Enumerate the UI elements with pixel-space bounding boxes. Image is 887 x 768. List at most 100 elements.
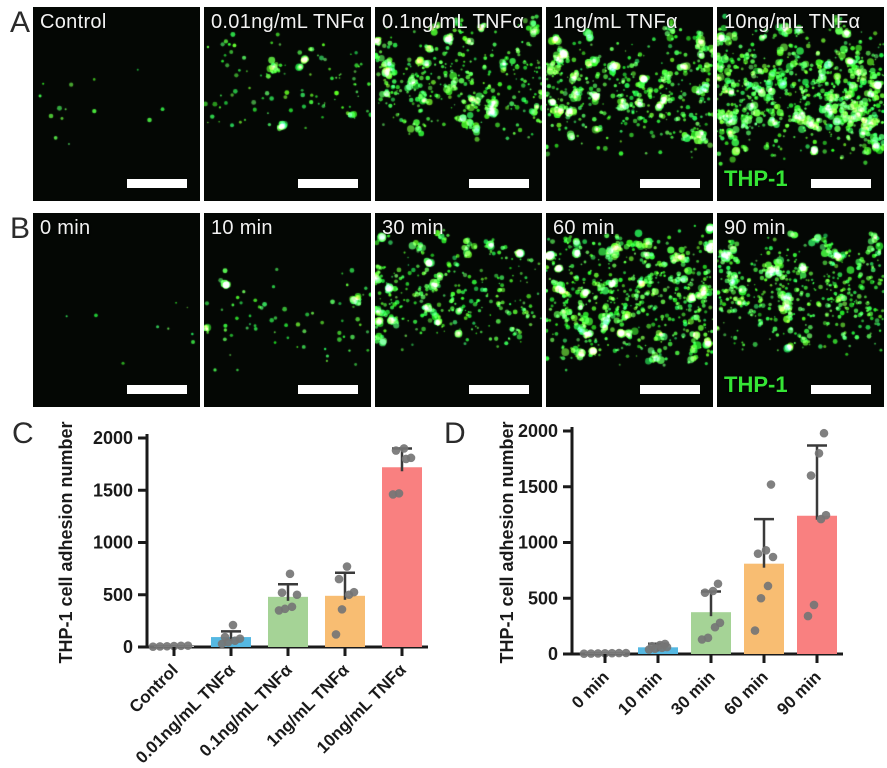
data-point: [586, 649, 596, 658]
micrograph-tile: 0.1ng/mL TNFα: [375, 7, 542, 201]
data-point: [814, 449, 824, 458]
fluorescence-image: [204, 7, 371, 201]
data-point: [280, 604, 290, 614]
micrograph-tile: 0.01ng/mL TNFα: [204, 7, 371, 201]
panel-c-letter: C: [12, 417, 34, 450]
data-point: [593, 649, 603, 658]
bar: [744, 563, 784, 654]
data-point: [176, 641, 186, 651]
fluorescence-image: [546, 213, 713, 407]
x-tick-label: 0 min: [568, 667, 613, 712]
panel-b-letter: B: [10, 212, 31, 245]
y-tick-label: 1000: [93, 533, 133, 553]
micrograph-label: 60 min: [553, 217, 615, 239]
data-point: [761, 546, 771, 555]
y-tick-label: 500: [103, 585, 133, 605]
data-point: [660, 639, 670, 649]
micrograph-label: 10 min: [211, 217, 273, 239]
micrograph-label: 10ng/mL TNFα: [724, 11, 861, 33]
micrograph-tile: 0 min: [33, 213, 200, 407]
data-point: [806, 471, 816, 480]
data-point: [763, 581, 773, 591]
x-tick-label: 60 min: [720, 667, 772, 719]
micrograph-tile: 10ng/mL TNFα THP-1: [717, 7, 884, 201]
data-point: [220, 632, 230, 642]
data-point: [342, 562, 352, 571]
data-point: [399, 444, 409, 453]
scale-bar: [298, 179, 358, 188]
y-tick-label: 500: [528, 588, 558, 608]
bar: [268, 596, 308, 647]
data-point: [169, 641, 179, 651]
micrograph-tile: 30 min: [375, 213, 542, 407]
data-point: [647, 641, 657, 651]
scale-bar: [640, 385, 700, 394]
bar: [382, 467, 422, 647]
fluorescence-image: [375, 7, 542, 201]
data-point: [162, 641, 172, 651]
data-point: [334, 574, 344, 584]
data-point: [183, 641, 193, 650]
data-point: [406, 453, 416, 463]
scale-bar: [811, 385, 871, 394]
micrograph-tile: 90 min THP-1: [717, 213, 884, 407]
data-point: [715, 618, 725, 628]
bar: [691, 612, 731, 654]
data-point: [235, 634, 245, 643]
data-point: [756, 593, 766, 603]
chart-c: 0 500 1000 1500 2000 THP-1 cell adhesion numb…: [56, 421, 428, 767]
fluorescence-image: [204, 213, 371, 407]
micrograph-label: Control: [40, 11, 107, 33]
data-point: [819, 428, 829, 438]
scale-bar: [640, 179, 700, 188]
data-point: [708, 586, 718, 596]
scale-bar: [298, 385, 358, 394]
data-point: [821, 510, 831, 520]
data-point: [148, 642, 158, 651]
fluorescence-image: [33, 7, 200, 201]
data-point: [277, 588, 287, 597]
x-tick-label: 0.01ng/mL TNFα: [132, 660, 239, 767]
x-tick-label: 90 min: [773, 667, 825, 719]
y-tick-label: 1000: [518, 533, 558, 553]
data-point: [700, 588, 710, 597]
data-point: [331, 630, 341, 639]
data-point: [155, 642, 165, 651]
data-point: [287, 602, 297, 612]
micrograph-tile: 10 min: [204, 213, 371, 407]
data-point: [766, 480, 776, 489]
data-point: [228, 620, 238, 630]
y-axis-title: THP-1 cell adhesion number: [56, 421, 76, 663]
bar-group: 60 min: [720, 480, 784, 719]
data-point: [753, 549, 763, 558]
micrograph-label: 0.1ng/mL TNFα: [382, 11, 525, 33]
data-point: [349, 587, 359, 597]
data-point: [600, 649, 610, 658]
micrograph-label: 30 min: [382, 217, 444, 239]
y-tick-label: 2000: [93, 428, 133, 448]
y-axis-title: THP-1 cell adhesion number: [497, 421, 517, 663]
y-tick-label: 0: [123, 637, 133, 657]
fluorescence-image: [717, 7, 884, 201]
thp1-label: THP-1: [724, 166, 788, 191]
fluorescence-image: [546, 7, 713, 201]
scale-bar: [469, 179, 529, 188]
y-tick-label: 1500: [93, 480, 133, 500]
scale-bar: [127, 179, 187, 188]
bar: [797, 515, 837, 654]
scale-bar: [469, 385, 529, 394]
panel-d-letter: D: [444, 417, 466, 450]
micrograph-label: 0 min: [40, 217, 91, 239]
data-point: [768, 552, 778, 562]
x-tick-label: 30 min: [667, 667, 719, 719]
data-point: [750, 626, 760, 635]
x-tick-label: 10 min: [614, 667, 666, 719]
data-point: [337, 605, 347, 614]
y-tick-label: 2000: [518, 421, 558, 441]
scale-bar: [811, 179, 871, 188]
x-tick-label: Control: [126, 660, 182, 716]
data-point: [713, 579, 723, 589]
micrograph-label: 90 min: [724, 217, 786, 239]
data-point: [803, 611, 813, 621]
